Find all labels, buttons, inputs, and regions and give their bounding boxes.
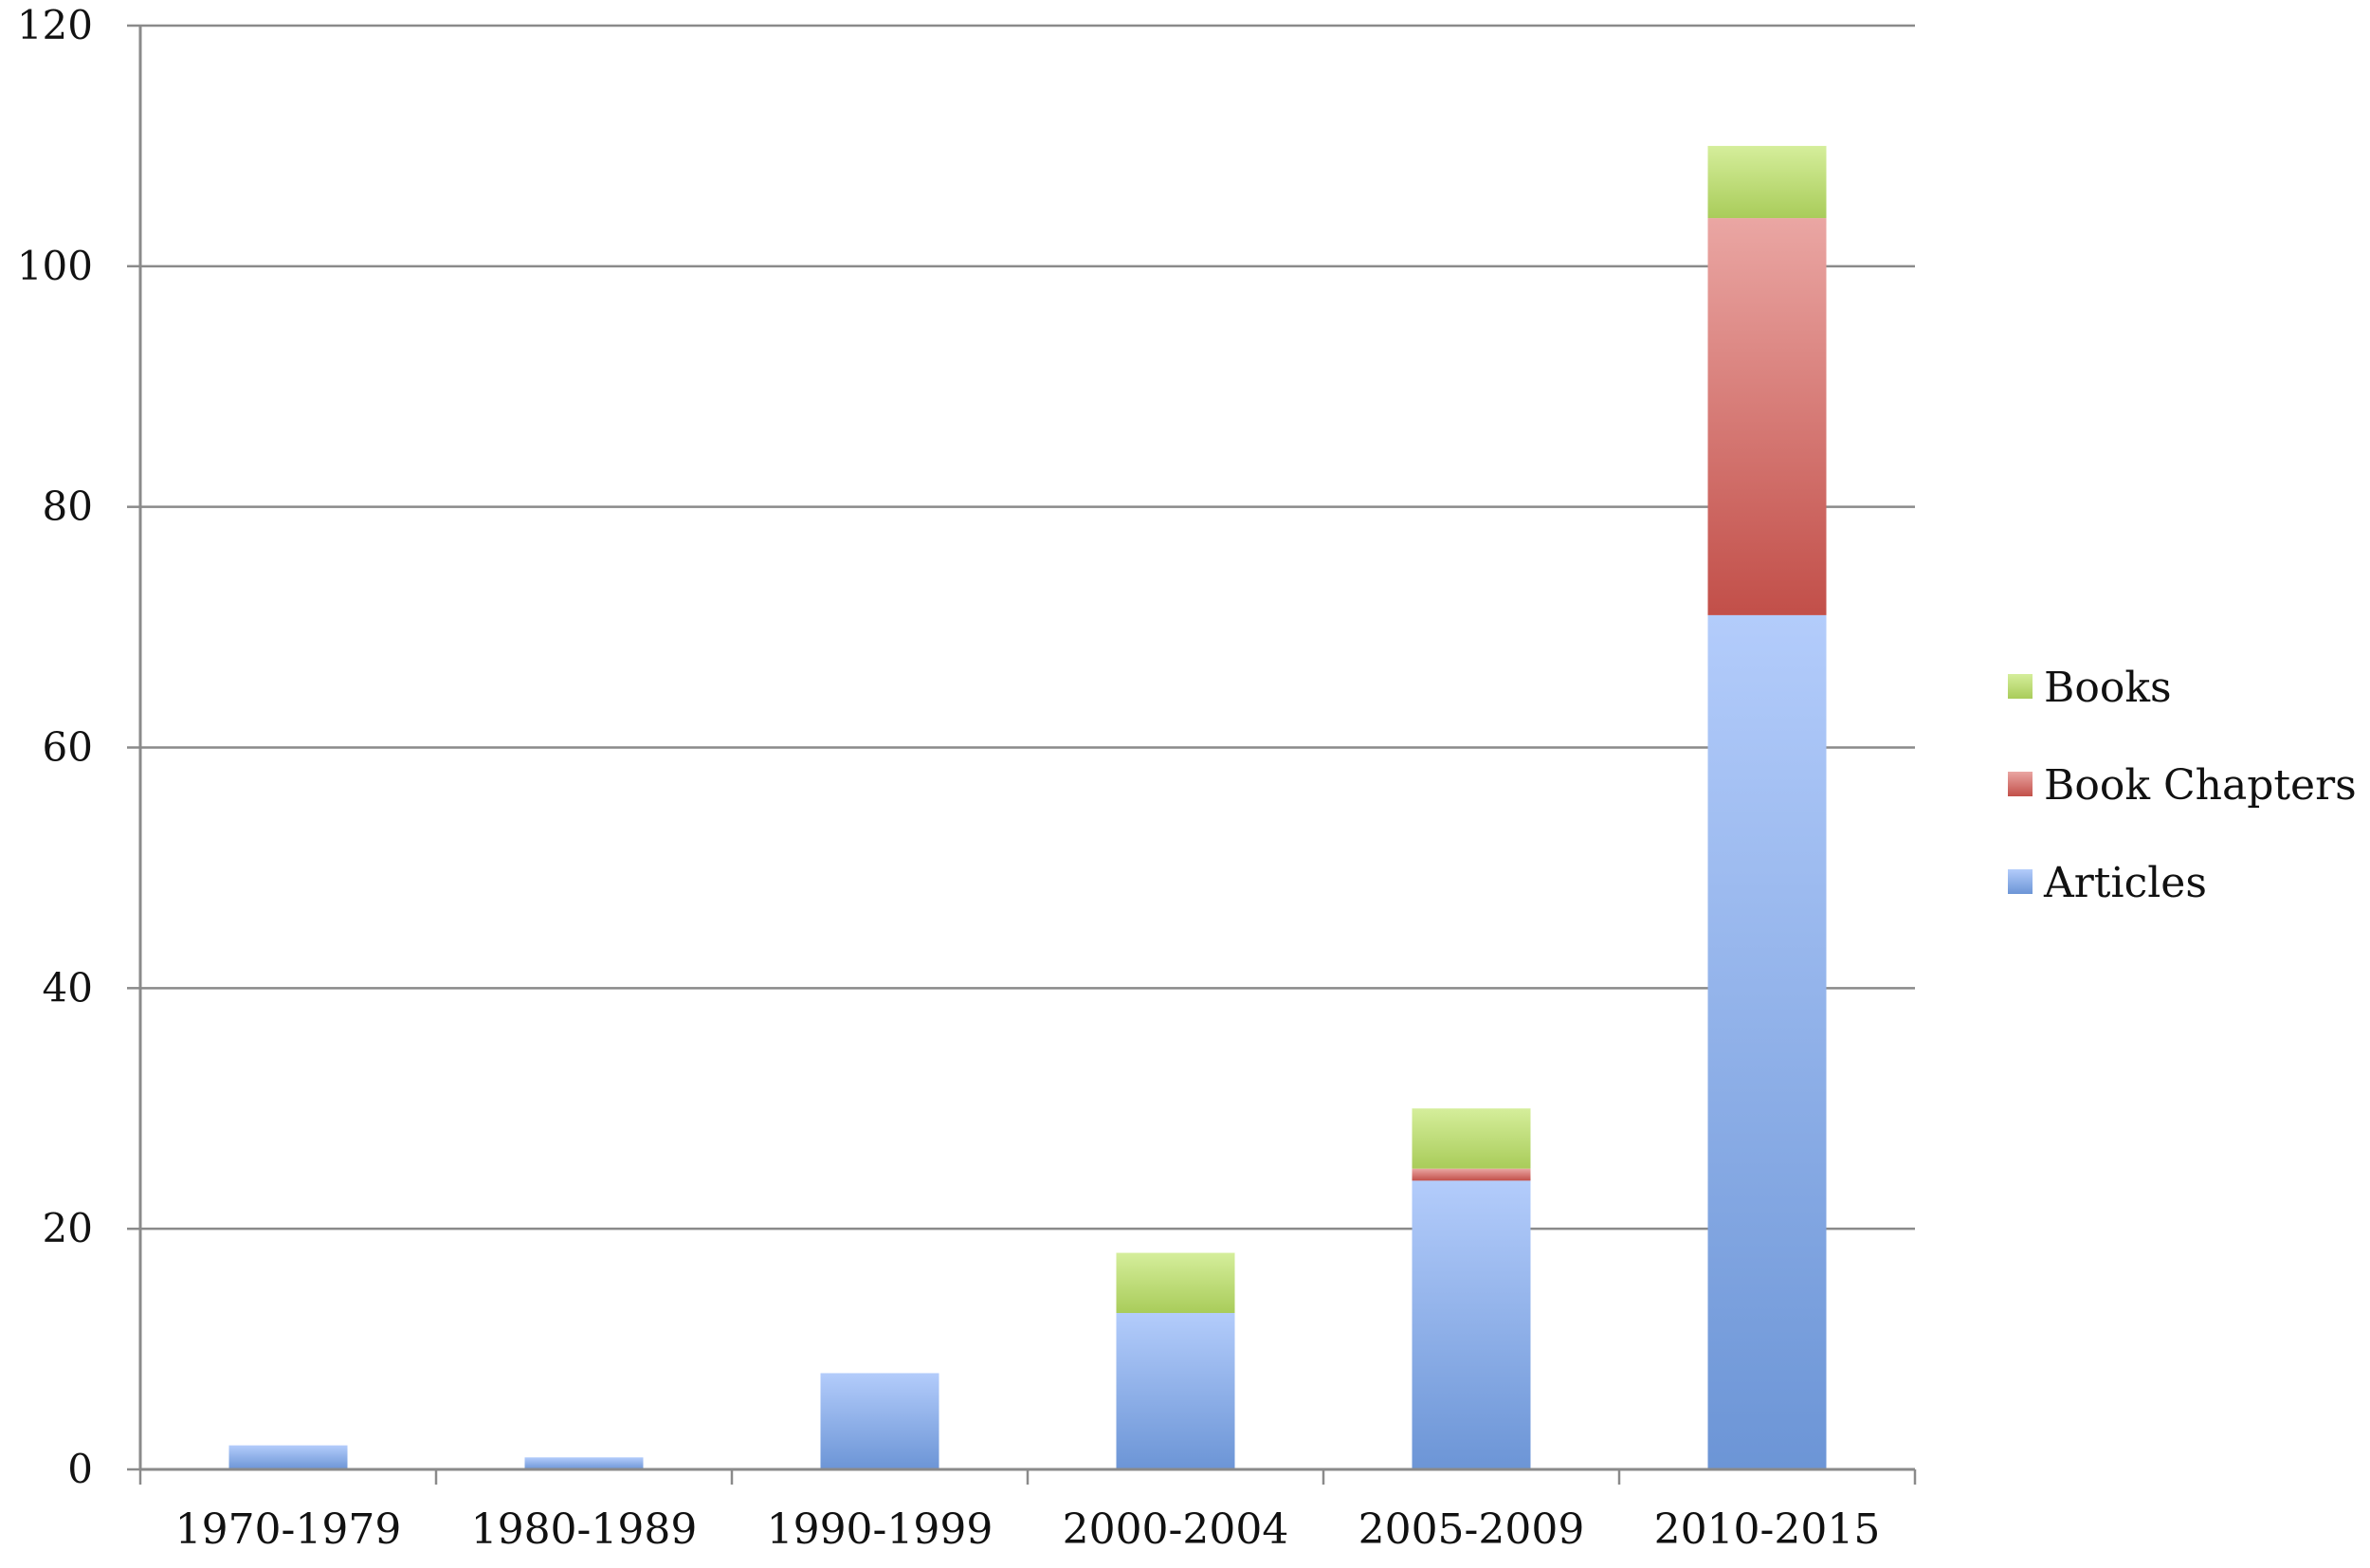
legend-swatch-book-chapters xyxy=(2008,772,2033,796)
bar-segment-books xyxy=(1707,145,1827,219)
x-tick-label: 1990-1999 xyxy=(767,1505,994,1554)
legend-label: Articles xyxy=(2043,859,2207,907)
y-tick-label: 80 xyxy=(43,483,93,530)
bar-segment-articles xyxy=(1412,1180,1531,1469)
bar-segment-articles xyxy=(1707,614,1827,1469)
y-tick-label: 60 xyxy=(43,724,93,771)
y-tick-label: 40 xyxy=(43,964,93,1011)
legend-swatch-articles xyxy=(2008,869,2033,894)
bar-segment-books xyxy=(1116,1252,1235,1314)
x-tick-label: 1970-1979 xyxy=(175,1505,402,1554)
legend-label: Book Chapters xyxy=(2044,761,2357,810)
y-tick-label: 20 xyxy=(43,1205,93,1251)
bar-segment-articles xyxy=(524,1457,644,1469)
legend-label: Books xyxy=(2044,664,2172,712)
axes xyxy=(127,24,1917,1485)
y-tick-label: 0 xyxy=(67,1446,93,1492)
gridlines xyxy=(140,24,1915,1231)
x-tick-label: 2000-2004 xyxy=(1063,1505,1289,1554)
bar-segment-articles xyxy=(1116,1313,1235,1469)
tick-labels: 0 20 40 60 80 100 120 1970-1979 1980-1989 1990-19… xyxy=(17,2,1881,1554)
y-tick-label: 120 xyxy=(17,2,93,48)
x-tick-label: 2010-2015 xyxy=(1654,1505,1881,1554)
x-tick-label: 1980-1989 xyxy=(471,1505,698,1554)
bar-segment-book-chapters xyxy=(1412,1168,1531,1181)
bars xyxy=(228,145,1827,1469)
legend: Books Book Chapters Articles xyxy=(2008,664,2357,907)
y-tick-label: 100 xyxy=(17,243,93,289)
bar-segment-articles xyxy=(820,1373,939,1469)
bar-segment-articles xyxy=(228,1445,348,1469)
x-tick-label: 2005-2009 xyxy=(1358,1505,1585,1554)
bar-segment-book-chapters xyxy=(1707,218,1827,615)
legend-swatch-books xyxy=(2008,674,2033,699)
bar-segment-books xyxy=(1412,1108,1531,1169)
